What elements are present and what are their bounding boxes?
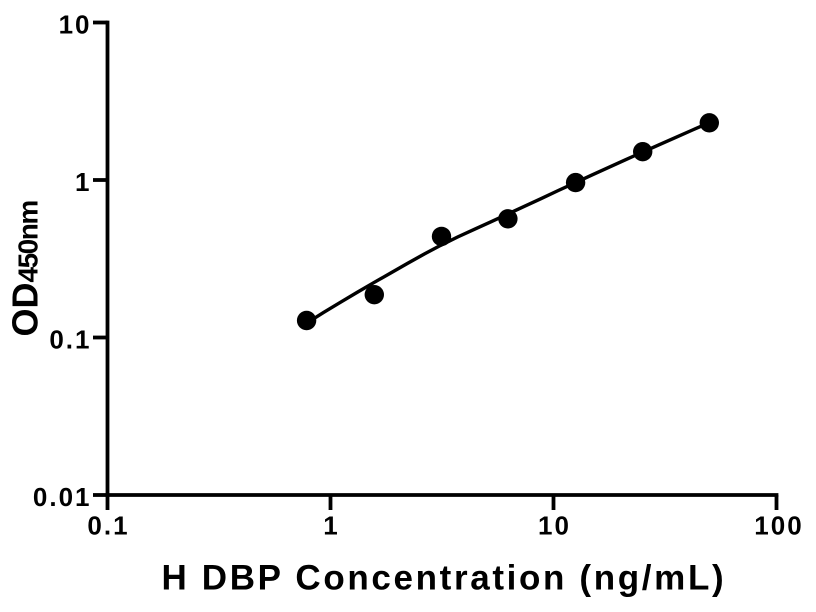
svg-text:0.1: 0.1 [49, 325, 91, 355]
svg-text:10: 10 [538, 511, 571, 541]
svg-text:0.1: 0.1 [87, 511, 129, 541]
svg-text:1: 1 [323, 511, 339, 541]
svg-text:0.01: 0.01 [33, 482, 92, 512]
svg-text:1: 1 [75, 167, 91, 197]
svg-text:H DBP Concentration (ng/mL): H DBP Concentration (ng/mL) [162, 559, 727, 598]
svg-text:10: 10 [59, 10, 92, 40]
svg-text:100: 100 [754, 511, 803, 541]
